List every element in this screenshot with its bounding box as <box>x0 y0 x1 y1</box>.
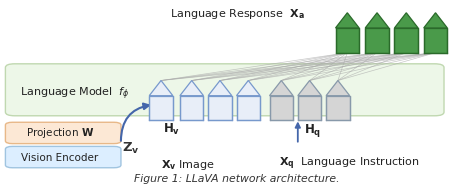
Text: $\mathbf{H_v}$: $\mathbf{H_v}$ <box>163 122 181 137</box>
Text: $\mathbf{Z_v}$: $\mathbf{Z_v}$ <box>122 141 139 156</box>
Polygon shape <box>365 13 389 28</box>
Polygon shape <box>236 81 260 96</box>
FancyBboxPatch shape <box>5 122 121 144</box>
Bar <box>335 28 359 53</box>
Polygon shape <box>394 13 418 28</box>
Polygon shape <box>326 81 350 96</box>
Text: Vision Encoder: Vision Encoder <box>21 153 98 163</box>
Polygon shape <box>180 81 203 96</box>
Bar <box>365 28 389 53</box>
FancyBboxPatch shape <box>5 146 121 168</box>
Bar <box>180 96 203 120</box>
Polygon shape <box>149 81 173 96</box>
Polygon shape <box>208 81 232 96</box>
Text: Language Response  $\mathbf{X_a}$: Language Response $\mathbf{X_a}$ <box>170 7 305 21</box>
Bar <box>208 96 232 120</box>
FancyBboxPatch shape <box>5 64 444 116</box>
Text: $\mathbf{X_v}$ Image: $\mathbf{X_v}$ Image <box>161 158 215 172</box>
Bar <box>149 96 173 120</box>
Bar <box>298 96 321 120</box>
Text: $\mathbf{H_q}$: $\mathbf{H_q}$ <box>304 122 321 139</box>
Text: $\mathbf{X_q}$  Language Instruction: $\mathbf{X_q}$ Language Instruction <box>279 156 420 172</box>
Polygon shape <box>335 13 359 28</box>
Polygon shape <box>298 81 321 96</box>
Text: Figure 1: LLaVA network architecture.: Figure 1: LLaVA network architecture. <box>134 174 339 184</box>
Polygon shape <box>270 81 293 96</box>
Bar <box>424 28 447 53</box>
Bar <box>236 96 260 120</box>
Bar <box>326 96 350 120</box>
Text: Projection $\mathbf{W}$: Projection $\mathbf{W}$ <box>26 126 94 140</box>
Polygon shape <box>424 13 447 28</box>
Bar <box>394 28 418 53</box>
Bar <box>270 96 293 120</box>
Text: Language Model  $f_{\phi}$: Language Model $f_{\phi}$ <box>19 85 129 102</box>
